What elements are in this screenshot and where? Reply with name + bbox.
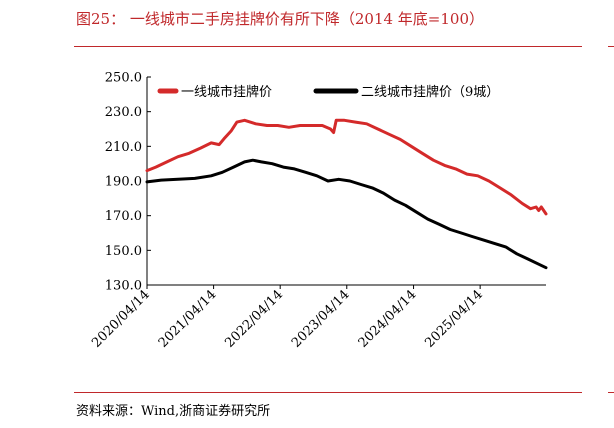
footer-divider [74, 392, 582, 393]
adjacent-page-edge [606, 0, 614, 428]
legend-item-tier2-label: 二线城市挂牌价（9城） [361, 84, 499, 100]
y-axis-ticks: 250.0 230.0 210.0 190.0 170.0 150.0 130.0 [105, 71, 151, 294]
series-line-tier2 [145, 158, 548, 270]
x-axis-ticks: 2020/04/14 2021/04/14 2022/04/14 2023/04/14… [89, 285, 486, 351]
y-tick-label: 250.0 [105, 71, 142, 86]
x-tick-label: 2025/04/14 [422, 287, 486, 351]
y-tick-label: 210.0 [105, 140, 142, 155]
y-tick-label: 230.0 [105, 105, 142, 120]
y-tick-label: 170.0 [105, 209, 142, 224]
legend-item-tier1-label: 一线城市挂牌价 [181, 84, 272, 100]
chart-legend: 一线城市挂牌价 二线城市挂牌价（9城） [157, 84, 499, 100]
y-tick-label: 150.0 [105, 244, 142, 259]
title-divider [74, 46, 582, 47]
adjacent-title-rule [608, 46, 614, 47]
x-tick-label: 2021/04/14 [156, 287, 220, 351]
y-tick-label: 130.0 [105, 279, 142, 294]
figure-title: 图25： 一线城市二手房挂牌价有所下降（2014 年底=100） [76, 10, 484, 28]
x-tick-label: 2023/04/14 [289, 287, 353, 351]
source-note: 资料来源：Wind,浙商证券研究所 [76, 404, 271, 419]
adjacent-footer-rule [608, 392, 614, 393]
x-tick-label: 2022/04/14 [222, 287, 286, 351]
x-tick-label: 2020/04/14 [89, 287, 153, 351]
series-lines [145, 118, 548, 270]
series-line-tier1 [145, 118, 548, 216]
y-tick-label: 190.0 [105, 175, 142, 190]
x-tick-label: 2024/04/14 [356, 287, 420, 351]
